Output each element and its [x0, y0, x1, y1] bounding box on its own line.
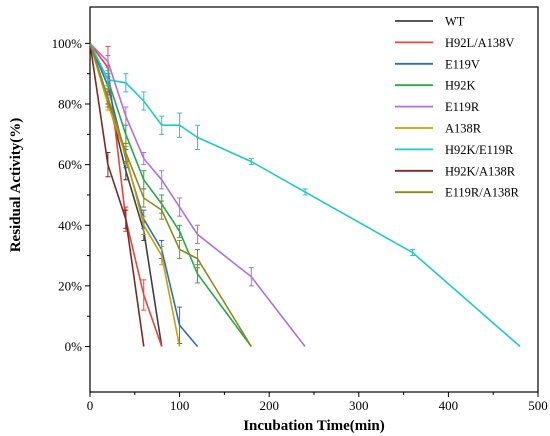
- series-6: [89, 43, 521, 348]
- series-7: [89, 43, 145, 347]
- x-tick-label: 500: [528, 398, 548, 413]
- series-8: [89, 43, 252, 347]
- legend-label: E119V: [445, 57, 480, 71]
- legend-label: WT: [445, 15, 465, 29]
- legend-label: A138R: [445, 122, 482, 136]
- series-line: [89, 43, 145, 347]
- y-tick-label: 80%: [58, 97, 82, 112]
- legend-item: E119R/A138R: [395, 186, 520, 200]
- y-axis-title: Residual Activity(%): [8, 118, 24, 253]
- y-tick-label: 20%: [58, 278, 82, 293]
- legend-item: E119R: [395, 100, 480, 114]
- series-line: [89, 43, 181, 347]
- legend-label: H92K/E119R: [445, 143, 514, 157]
- y-tick-label: 100%: [52, 36, 83, 51]
- legend-item: H92K: [395, 79, 476, 93]
- legend-label: H92K/A138R: [445, 164, 516, 178]
- legend-label: H92K: [445, 79, 476, 93]
- series-4: [89, 42, 306, 347]
- legend-label: E119R: [445, 100, 480, 114]
- legend-label: E119R/A138R: [445, 186, 520, 200]
- legend-label: H92L/A138V: [445, 36, 514, 50]
- legend-item: E119V: [395, 57, 480, 71]
- x-tick-label: 400: [439, 398, 459, 413]
- legend-item: H92K/A138R: [395, 164, 516, 178]
- series-line: [89, 43, 252, 347]
- x-tick-label: 200: [259, 398, 279, 413]
- legend-item: WT: [395, 15, 465, 29]
- x-tick-label: 100: [170, 398, 190, 413]
- legend-item: H92K/E119R: [395, 143, 514, 157]
- x-tick-label: 300: [349, 398, 369, 413]
- x-tick-label: 0: [87, 398, 94, 413]
- legend-item: A138R: [395, 122, 482, 136]
- y-tick-label: 40%: [58, 218, 82, 233]
- legend-item: H92L/A138V: [395, 36, 514, 50]
- y-tick-label: 60%: [58, 157, 82, 172]
- series-5: [89, 43, 181, 347]
- x-axis-title: Incubation Time(min): [243, 418, 385, 434]
- series-line: [89, 43, 252, 347]
- y-tick-label: 0%: [65, 339, 83, 354]
